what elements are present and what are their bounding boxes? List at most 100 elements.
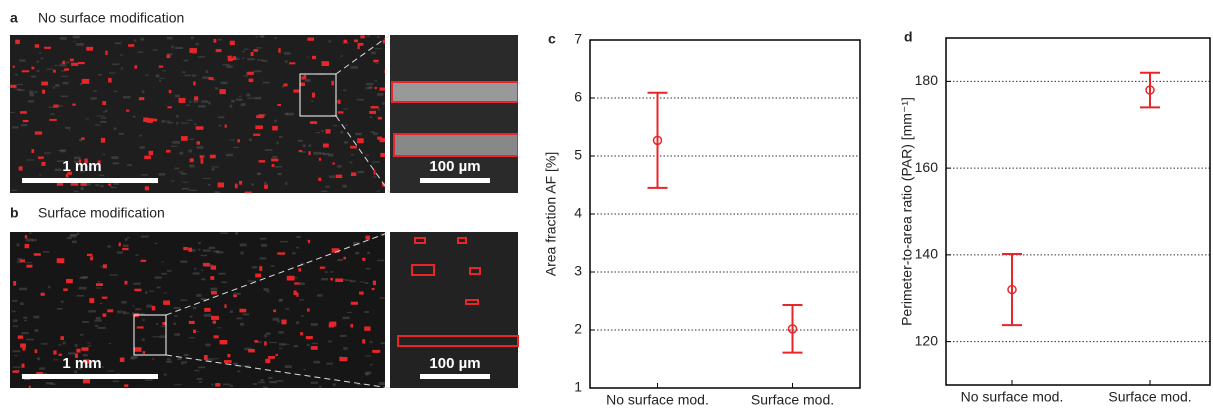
texture xyxy=(246,93,251,97)
speckle xyxy=(76,348,81,353)
texture xyxy=(112,380,120,383)
texture xyxy=(257,381,265,384)
texture xyxy=(206,358,214,361)
texture xyxy=(54,168,62,172)
texture xyxy=(377,107,381,111)
texture xyxy=(238,95,242,97)
texture xyxy=(366,35,371,37)
texture xyxy=(221,281,228,284)
scale-label: 1 mm xyxy=(62,355,101,372)
texture xyxy=(278,343,286,346)
texture xyxy=(21,332,29,335)
texture xyxy=(222,63,230,66)
texture xyxy=(355,251,360,255)
texture xyxy=(61,70,66,72)
texture xyxy=(11,189,18,192)
texture xyxy=(202,249,211,252)
speckle xyxy=(74,353,79,358)
texture xyxy=(122,311,126,313)
speckle xyxy=(210,265,217,270)
speckle xyxy=(118,242,121,247)
speckle xyxy=(163,300,170,305)
texture xyxy=(202,177,211,179)
speckle xyxy=(303,75,307,80)
speckle xyxy=(307,37,315,41)
texture xyxy=(120,192,123,193)
inset-features xyxy=(397,237,519,347)
texture xyxy=(233,362,238,366)
texture xyxy=(77,232,80,235)
speckle xyxy=(350,301,358,305)
texture xyxy=(127,164,132,167)
speckle xyxy=(331,248,340,253)
zoom-lines xyxy=(165,231,391,389)
speckle xyxy=(108,183,112,186)
texture xyxy=(66,237,72,240)
texture xyxy=(194,369,200,372)
texture xyxy=(377,93,384,96)
panel-title: No surface modification xyxy=(38,10,184,26)
texture xyxy=(23,316,28,319)
speckle xyxy=(264,184,268,189)
texture xyxy=(220,81,228,85)
speckle xyxy=(60,336,64,341)
texture xyxy=(97,326,106,329)
texture xyxy=(179,151,184,155)
speckle xyxy=(370,106,379,109)
texture xyxy=(16,261,22,263)
texture xyxy=(113,127,117,130)
texture xyxy=(373,176,377,178)
speckle xyxy=(365,235,371,240)
texture xyxy=(280,240,288,243)
speckle xyxy=(211,315,219,320)
texture xyxy=(196,377,203,380)
speckle xyxy=(41,81,49,86)
speckle xyxy=(337,99,341,104)
texture xyxy=(155,323,159,325)
x-tick-label: Surface mod. xyxy=(751,392,834,408)
texture xyxy=(76,42,84,46)
speckle xyxy=(259,266,263,271)
texture xyxy=(192,306,197,310)
texture xyxy=(313,360,321,364)
scale-bar xyxy=(420,178,490,183)
scale-bar xyxy=(22,374,158,379)
texture xyxy=(340,55,343,57)
speckle xyxy=(286,275,295,281)
texture xyxy=(163,373,167,376)
speckle xyxy=(364,326,371,331)
speckle xyxy=(255,273,262,278)
speckle xyxy=(350,323,354,328)
speckle xyxy=(277,104,281,107)
texture xyxy=(208,246,216,249)
speckle xyxy=(374,86,377,90)
texture xyxy=(226,65,233,69)
texture xyxy=(191,74,197,77)
texture xyxy=(171,45,174,49)
texture xyxy=(296,321,300,325)
speckle xyxy=(329,321,337,327)
speckle xyxy=(168,89,172,94)
texture xyxy=(315,132,321,134)
texture xyxy=(308,144,312,147)
texture xyxy=(12,325,19,327)
speckles xyxy=(10,35,385,388)
texture xyxy=(345,279,352,281)
speckle xyxy=(377,116,382,120)
speckle xyxy=(265,358,271,363)
texture xyxy=(260,379,264,382)
texture xyxy=(217,327,222,329)
texture xyxy=(111,186,117,189)
speckle xyxy=(136,326,144,329)
speckle xyxy=(307,308,310,312)
texture xyxy=(176,115,179,118)
texture xyxy=(27,100,34,103)
texture xyxy=(78,138,83,142)
speckle xyxy=(34,131,43,135)
texture xyxy=(95,124,101,126)
speckle xyxy=(31,66,35,70)
texture xyxy=(154,242,158,245)
texture xyxy=(284,365,292,369)
texture xyxy=(296,235,301,239)
texture xyxy=(42,251,50,253)
